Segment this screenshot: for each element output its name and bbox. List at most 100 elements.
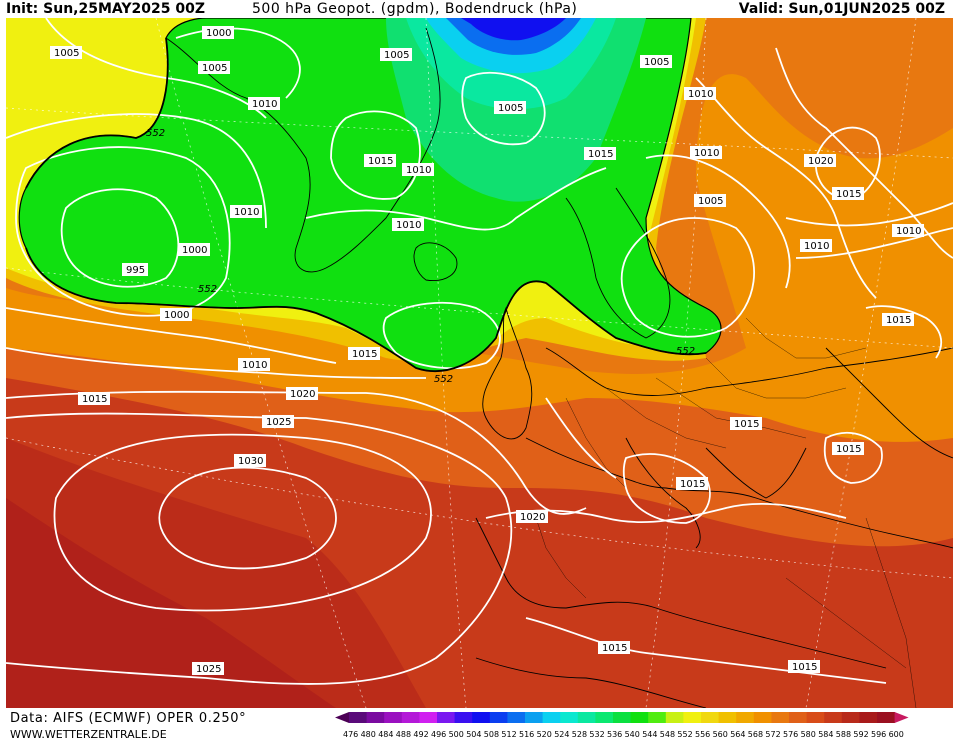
legend-swatch [789, 712, 808, 723]
svg-text:1010: 1010 [688, 89, 713, 100]
contour-label: 552 [676, 346, 695, 357]
isobar-label: 1010 [238, 358, 270, 371]
isobar-label: 1020 [286, 387, 318, 400]
isobar-label: 1005 [50, 46, 82, 59]
legend-swatch [771, 712, 790, 723]
legend-swatch [472, 712, 491, 723]
legend-swatch [753, 712, 772, 723]
legend-swatch [824, 712, 843, 723]
svg-text:1005: 1005 [202, 63, 227, 74]
legend-tick-label: 552 [677, 730, 692, 739]
legend-tick-label: 564 [730, 730, 745, 739]
isobar-label: 995 [122, 263, 148, 276]
svg-text:1010: 1010 [406, 165, 431, 176]
isobars [6, 18, 953, 685]
legend-tick-label: 576 [783, 730, 798, 739]
svg-text:1010: 1010 [252, 99, 277, 110]
contour-552 [25, 37, 707, 373]
isobar-label: 1000 [202, 26, 234, 39]
legend-swatch [542, 712, 561, 723]
legend-swatch [489, 712, 508, 723]
legend-swatch [401, 712, 420, 723]
legend-swatch [349, 712, 368, 723]
contour-label: 552 [146, 128, 165, 139]
svg-text:1015: 1015 [836, 189, 861, 200]
legend-swatch [366, 712, 385, 723]
isobar-label: 1015 [348, 347, 380, 360]
isobar-label: 1010 [892, 224, 924, 237]
legend-tick-label: 596 [871, 730, 886, 739]
legend-tick-label: 548 [660, 730, 675, 739]
isobar-label: 1015 [788, 660, 820, 673]
isobar-label: 1010 [800, 239, 832, 252]
legend-swatch [841, 712, 860, 723]
isobar-label: 1025 [262, 415, 294, 428]
legend-swatch [859, 712, 878, 723]
svg-text:1010: 1010 [234, 207, 259, 218]
isobar-label: 1015 [364, 154, 396, 167]
isobar-label: 1010 [690, 146, 722, 159]
legend-tick-label: 536 [607, 730, 622, 739]
svg-text:1005: 1005 [384, 50, 409, 61]
svg-text:1015: 1015 [602, 643, 627, 654]
legend-tick-label: 500 [449, 730, 464, 739]
svg-text:1015: 1015 [734, 419, 759, 430]
color-legend: 476 480 484 488 492 496 500 504 508 512 516 520 524 5… [335, 712, 909, 739]
legend-tick-label: 496 [431, 730, 446, 739]
legend-swatch [648, 712, 667, 723]
legend-swatch [665, 712, 684, 723]
legend-swatch [595, 712, 614, 723]
svg-text:1010: 1010 [694, 148, 719, 159]
legend-tick-label: 512 [501, 730, 516, 739]
legend-swatch [630, 712, 649, 723]
legend-tick-label: 504 [466, 730, 481, 739]
legend-swatch [437, 712, 456, 723]
legend-tick-label: 524 [554, 730, 569, 739]
svg-text:1020: 1020 [808, 156, 833, 167]
legend-arrow-left [335, 712, 349, 723]
isobar-label: 1010 [248, 97, 280, 110]
website: WWW.WETTERZENTRALE.DE [10, 728, 167, 741]
legend-tick-label: 488 [396, 730, 411, 739]
legend-tick-label: 540 [625, 730, 640, 739]
legend-swatch [507, 712, 526, 723]
isobar-label: 1000 [160, 308, 192, 321]
svg-text:1025: 1025 [266, 417, 291, 428]
isobar-label: 1005 [640, 55, 672, 68]
svg-text:1015: 1015 [792, 662, 817, 673]
svg-text:1015: 1015 [886, 315, 911, 326]
chart-title: 500 hPa Geopot. (gpdm), Bodendruck (hPa) [252, 1, 578, 17]
init-time: Init: Sun,25MAY2025 00Z [6, 1, 205, 17]
svg-text:1015: 1015 [368, 156, 393, 167]
svg-text:1025: 1025 [196, 664, 221, 675]
svg-text:1005: 1005 [644, 57, 669, 68]
isobar-label: 1010 [230, 205, 262, 218]
svg-text:1010: 1010 [242, 360, 267, 371]
isobar-label: 1015 [584, 147, 616, 160]
legend-tick-label: 484 [378, 730, 393, 739]
svg-text:1015: 1015 [352, 349, 377, 360]
svg-text:1005: 1005 [498, 103, 523, 114]
svg-text:1005: 1005 [698, 196, 723, 207]
svg-text:1010: 1010 [396, 220, 421, 231]
legend-swatch [384, 712, 403, 723]
isobar-label: 1015 [78, 392, 110, 405]
isobar-labels: 1000 1005 1005 1010 1005 1005 1010 1015 … [50, 26, 924, 675]
legend-swatch [701, 712, 720, 723]
legend-arrow-right [894, 712, 909, 723]
legend-tick-label: 568 [748, 730, 763, 739]
graticule [6, 18, 953, 708]
isobar-label: 1020 [804, 154, 836, 167]
svg-text:1000: 1000 [182, 245, 207, 256]
svg-text:1020: 1020 [290, 389, 315, 400]
legend-tick-label: 584 [818, 730, 833, 739]
legend-tick-label: 492 [413, 730, 428, 739]
svg-text:1015: 1015 [588, 149, 613, 160]
legend-tick-label: 516 [519, 730, 534, 739]
header: Init: Sun,25MAY2025 00Z 500 hPa Geopot. … [0, 0, 959, 18]
svg-text:1010: 1010 [896, 226, 921, 237]
isobar-label: 1020 [516, 510, 548, 523]
geopotential-fills [6, 18, 953, 708]
legend-swatch [806, 712, 825, 723]
legend-tick-label: 588 [836, 730, 851, 739]
